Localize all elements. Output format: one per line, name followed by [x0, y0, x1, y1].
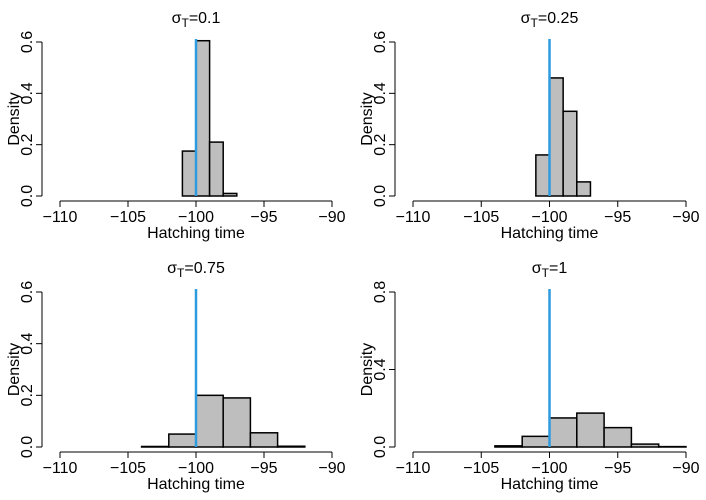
y-tick-label: 0.6: [372, 31, 389, 53]
y-tick-label: 0.8: [372, 281, 389, 303]
chart-panel-4: −110 −105 −100 −95 −90 0.0 0.4 0.8 Hatching time…: [359, 260, 700, 493]
y-axis-label: Density: [6, 343, 23, 396]
y-tick-label: 0.6: [19, 31, 36, 53]
title-sigma: σ: [172, 10, 182, 27]
y-tick-label: 0.0: [19, 436, 36, 458]
title-value: =1: [549, 260, 567, 277]
title-subscript: T: [531, 16, 539, 30]
x-axis-label: Hatching time: [147, 225, 245, 242]
x-tick-label: −105: [110, 209, 146, 226]
histogram-bar: [276, 445, 306, 448]
histogram-bar: [195, 394, 224, 448]
chart-panel-3: −110 −105 −100 −95 −90 0.0 0.2 0.4 0.6 Hatching t…: [6, 260, 346, 493]
chart-title: σT=0.1: [172, 10, 221, 30]
y-tick-label: 0.2: [19, 133, 36, 155]
histogram-bar: [562, 110, 578, 197]
histogram-bar: [249, 432, 279, 448]
histogram-bar: [195, 39, 211, 197]
title-subscript: T: [177, 266, 185, 280]
chart-panel-1: −110 −105 −100 −95 −90 0.0 0.2 0.4 0.6 Hatching t…: [6, 10, 346, 242]
title-sigma: σ: [532, 260, 542, 277]
histogram-bar: [630, 443, 660, 448]
chart-title: σT=1: [532, 260, 568, 280]
y-axis-label: Density: [359, 343, 376, 396]
x-tick-label: −100: [178, 209, 214, 226]
x-tick-label: −95: [604, 209, 631, 226]
histogram-bar: [181, 150, 197, 197]
y-tick-label: 0.4: [19, 82, 36, 104]
title-subscript: T: [542, 266, 550, 280]
x-tick-label: −105: [463, 460, 499, 477]
x-tick-label: −110: [396, 460, 431, 477]
x-tick-label: −100: [531, 209, 567, 226]
histogram-bar: [222, 192, 238, 197]
y-tick-label: 0.6: [19, 281, 36, 303]
title-sigma: σ: [521, 10, 531, 27]
y-tick-label: 0.0: [372, 436, 389, 458]
x-tick-label: −110: [43, 460, 78, 477]
x-tick-label: −95: [604, 460, 631, 477]
histogram-bar: [521, 435, 551, 448]
histogram-bar: [140, 445, 170, 448]
histogram-bar: [576, 181, 592, 197]
y-tick-label: 0.0: [19, 185, 36, 207]
y-tick-label: 0.2: [19, 384, 36, 406]
chart-panel-2: −110 −105 −100 −95 −90 0.0 0.2 0.4 0.6 Hatching t…: [359, 10, 700, 242]
title-value: =0.75: [184, 260, 225, 277]
histogram-bar: [535, 154, 551, 197]
x-tick-label: −100: [178, 460, 214, 477]
histogram-bar: [548, 417, 578, 448]
y-tick-label: 0.4: [19, 332, 36, 354]
y-tick-label: 0.4: [372, 358, 389, 380]
title-sigma: σ: [167, 260, 177, 277]
chart-title: σT=0.25: [521, 10, 579, 30]
title-subscript: T: [181, 16, 189, 30]
histogram-bar: [576, 412, 605, 448]
histogram-bar: [222, 397, 252, 448]
chart-title: σT=0.75: [167, 260, 225, 280]
y-axis-label: Density: [359, 92, 376, 145]
x-tick-label: −90: [672, 460, 699, 477]
x-tick-label: −105: [110, 460, 146, 477]
x-tick-label: −105: [463, 209, 499, 226]
histogram-bar: [208, 141, 224, 197]
x-tick-label: −90: [318, 460, 345, 477]
x-tick-label: −90: [672, 209, 699, 226]
y-tick-label: 0.0: [372, 185, 389, 207]
histogram-bar: [168, 433, 197, 448]
histogram-bar: [494, 445, 523, 448]
histogram-bar: [603, 426, 633, 448]
x-axis-label: Hatching time: [501, 476, 599, 493]
x-axis-label: Hatching time: [147, 476, 245, 493]
x-tick-label: −100: [531, 460, 567, 477]
x-tick-label: −110: [43, 209, 78, 226]
y-axis-label: Density: [6, 92, 23, 145]
x-axis-label: Hatching time: [501, 225, 599, 242]
x-tick-label: −95: [250, 460, 277, 477]
x-tick-label: −110: [396, 209, 431, 226]
x-tick-label: −90: [318, 209, 345, 226]
title-value: =0.1: [189, 10, 221, 27]
y-tick-label: 0.2: [372, 133, 389, 155]
x-tick-label: −95: [250, 209, 277, 226]
title-value: =0.25: [538, 10, 579, 27]
histogram-bar: [548, 77, 564, 197]
y-tick-label: 0.4: [372, 82, 389, 104]
